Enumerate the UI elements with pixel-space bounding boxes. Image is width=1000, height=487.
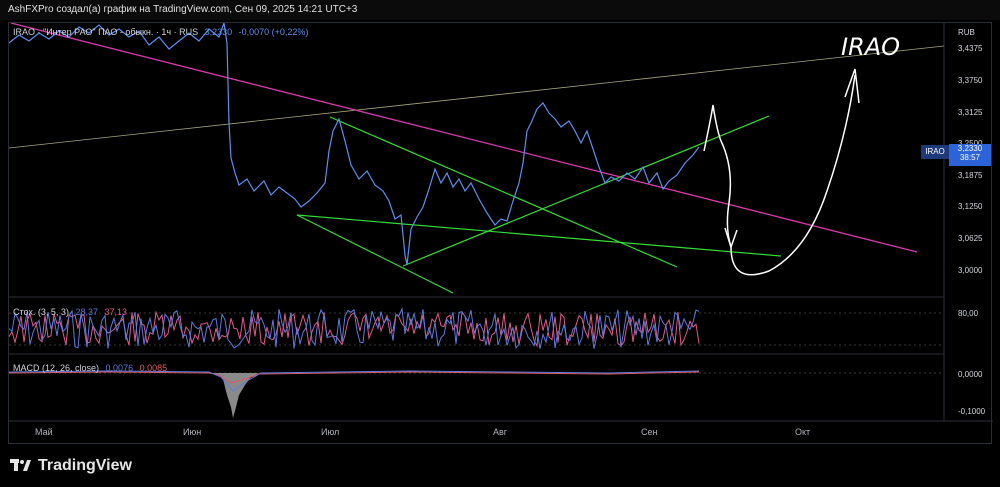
- footer: TradingView: [0, 444, 1000, 487]
- current-symbol-tag: IRAO: [921, 145, 949, 159]
- green-channel-upper: [329, 116, 678, 268]
- stoch-title: Стох. (3, 5, 3): [13, 307, 69, 317]
- price-axis-tick: 3,1875: [958, 171, 983, 180]
- price-axis-tick: 3,3125: [958, 108, 983, 117]
- price-axis-tick: 3,3750: [958, 76, 983, 85]
- currency-label[interactable]: RUB: [958, 28, 975, 37]
- chart-panel[interactable]: IRAO · "Интер РАО" ПАО - обыкн. · 1ч · R…: [8, 22, 993, 445]
- time-axis-label: Сен: [641, 427, 658, 437]
- tradingview-logo-icon: [10, 459, 31, 471]
- last-price: 3,2330: [204, 27, 233, 37]
- price-axis-tick: 3,0625: [958, 234, 983, 243]
- time-axis-label: Июл: [321, 427, 340, 437]
- green-channel-lower: [296, 214, 454, 294]
- up-arrow-head-icon: [844, 68, 860, 104]
- macd-axis-tick-zero: 0,0000: [958, 370, 983, 379]
- annotation-label: IRAO: [841, 33, 901, 61]
- tradingview-logo[interactable]: TradingView: [10, 457, 132, 475]
- price-change: -0,0070 (+0,22%): [238, 27, 309, 37]
- chart-canvas[interactable]: [9, 23, 993, 445]
- hand-drawn-drop-path: [703, 104, 732, 248]
- macd-value: 0,0076: [105, 363, 134, 373]
- green-rising-line: [402, 115, 770, 267]
- macd-signal-value: 0,0085: [139, 363, 168, 373]
- chart-attribution: AshFXPro создал(а) график на TradingView…: [0, 0, 1000, 20]
- attribution-text: AshFXPro создал(а) график на TradingView…: [8, 4, 358, 15]
- macd-axis-tick-negative: -0,1000: [958, 407, 986, 416]
- macd-histogram-dip: [209, 373, 259, 418]
- macd-line: [9, 370, 700, 392]
- price-series: [9, 23, 700, 266]
- macd-title: MACD (12, 26, close): [13, 363, 100, 373]
- price-axis-tick: 3,1250: [958, 202, 983, 211]
- stoch-k-value: 28,37: [75, 307, 98, 317]
- down-arrow-head-icon: [724, 227, 738, 250]
- time-axis-label: Окт: [795, 427, 811, 437]
- symbol-description: IRAO · "Интер РАО" ПАО - обыкн. · 1ч · R…: [13, 27, 199, 37]
- symbol-legend[interactable]: IRAO · "Интер РАО" ПАО - обыкн. · 1ч · R…: [13, 27, 312, 37]
- stoch-legend[interactable]: Стох. (3, 5, 3) 28,37 37,13: [13, 307, 131, 317]
- price-axis-tick: 3,2500: [955, 138, 985, 149]
- stoch-k-line: [9, 307, 700, 349]
- green-support-line: [296, 214, 782, 257]
- hand-drawn-rise-path: [730, 74, 856, 276]
- current-price-tag: 3,2330 38:57: [949, 144, 991, 166]
- magenta-trend-line: [10, 23, 918, 253]
- bar-countdown: 38:57: [959, 153, 981, 162]
- time-axis-label: Авг: [493, 427, 508, 437]
- long-trend-line: [9, 45, 945, 149]
- time-axis-label: Май: [35, 427, 53, 437]
- price-axis-tick: 3,4375: [958, 44, 983, 53]
- current-price-value: 3,2330: [957, 144, 983, 153]
- time-axis-label: Июн: [183, 427, 202, 437]
- tradingview-brand-text: TradingView: [38, 457, 132, 474]
- macd-legend[interactable]: MACD (12, 26, close) 0,0076 0,0085: [13, 363, 171, 373]
- stoch-axis-tick: 80,00: [958, 309, 979, 318]
- price-axis-tick: 3,0000: [958, 266, 983, 275]
- stoch-d-value: 37,13: [104, 307, 128, 317]
- macd-signal-line: [9, 371, 700, 384]
